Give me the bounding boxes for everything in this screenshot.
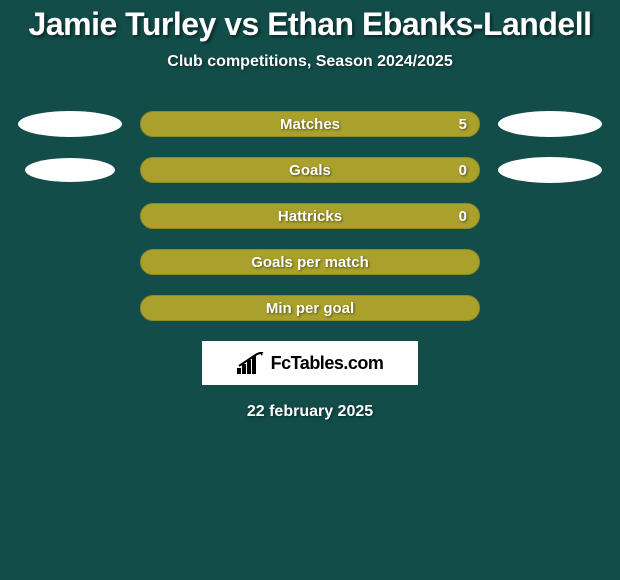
bar-label: Goals	[289, 162, 331, 179]
comparison-row: Goals 0	[0, 157, 620, 183]
comparison-row: Goals per match	[0, 249, 620, 275]
comparison-bar: Hattricks 0	[140, 203, 480, 229]
row-left-shape	[14, 111, 126, 137]
comparison-bar: Min per goal	[140, 295, 480, 321]
left-ellipse-icon	[18, 111, 122, 137]
row-left-shape	[14, 158, 126, 182]
comparison-bar: Goals 0	[140, 157, 480, 183]
page-title: Jamie Turley vs Ethan Ebanks-Landell	[0, 0, 620, 43]
bar-value: 0	[459, 162, 467, 179]
left-ellipse-icon	[25, 158, 115, 182]
bar-label: Goals per match	[251, 254, 369, 271]
comparison-page: Jamie Turley vs Ethan Ebanks-Landell Clu…	[0, 0, 620, 580]
row-right-shape	[494, 111, 606, 137]
comparison-row: Hattricks 0	[0, 203, 620, 229]
branding-box: FcTables.com	[202, 341, 418, 385]
brand-text: FcTables.com	[271, 353, 384, 374]
comparison-row: Matches 5	[0, 111, 620, 137]
comparison-rows: Matches 5 Goals 0 Hattricks 0 Goals per match M…	[0, 111, 620, 321]
right-ellipse-icon	[498, 157, 602, 183]
row-right-shape	[494, 157, 606, 183]
bar-label: Hattricks	[278, 208, 342, 225]
bar-value: 5	[459, 116, 467, 133]
right-ellipse-icon	[498, 111, 602, 137]
comparison-bar: Matches 5	[140, 111, 480, 137]
comparison-bar: Goals per match	[140, 249, 480, 275]
bar-label: Matches	[280, 116, 340, 133]
footer-date: 22 february 2025	[0, 403, 620, 421]
page-subtitle: Club competitions, Season 2024/2025	[0, 53, 620, 71]
brand-logo-icon	[237, 352, 265, 374]
bar-value: 0	[459, 208, 467, 225]
bar-label: Min per goal	[266, 300, 354, 317]
comparison-row: Min per goal	[0, 295, 620, 321]
